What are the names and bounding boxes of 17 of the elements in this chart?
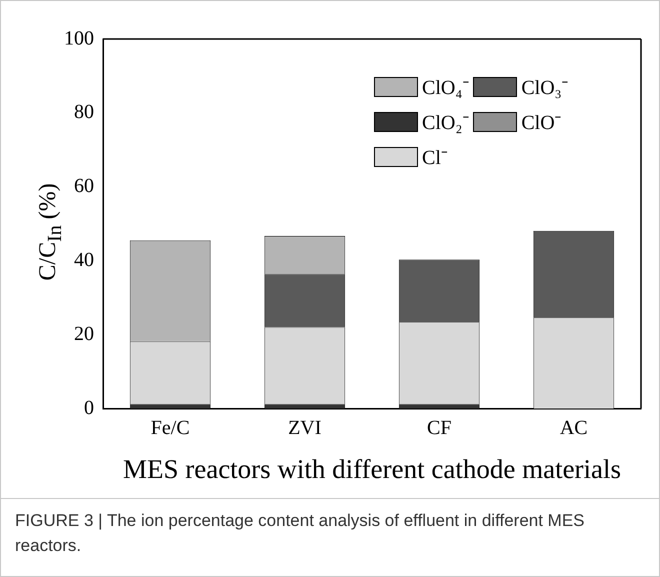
legend-label: ClO₄⁻ xyxy=(422,76,470,100)
y-tick-label: 100 xyxy=(64,27,94,50)
x-tick-label: AC xyxy=(560,416,588,439)
x-tick-label: CF xyxy=(427,416,452,439)
legend-label: ClO⁻ xyxy=(521,111,562,135)
y-tick-label: 80 xyxy=(74,101,94,124)
y-tick-label: 0 xyxy=(84,396,94,419)
x-axis-title: MES reactors with different cathode materials xyxy=(122,454,622,484)
y-tick-label: 60 xyxy=(74,175,94,198)
legend-label: ClO₂⁻ xyxy=(422,111,470,135)
legend-label: ClO₃⁻ xyxy=(521,76,569,100)
y-tick-label: 40 xyxy=(74,249,94,272)
legend-label: Cl⁻ xyxy=(422,146,448,170)
y-tick-label: 20 xyxy=(74,322,94,345)
caption: FIGURE 3 | The ion percentage content analysis of effluent in different MES reactors. xyxy=(1,498,659,568)
x-tick-label: ZVI xyxy=(288,416,322,439)
x-tick-label: Fe/C xyxy=(150,416,190,439)
